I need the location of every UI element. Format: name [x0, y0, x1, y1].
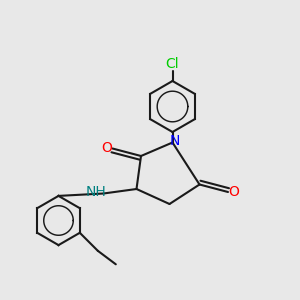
Text: Cl: Cl: [166, 58, 179, 71]
Text: N: N: [170, 134, 180, 148]
Text: O: O: [102, 142, 112, 155]
Text: NH: NH: [85, 185, 106, 199]
Text: O: O: [229, 185, 239, 199]
